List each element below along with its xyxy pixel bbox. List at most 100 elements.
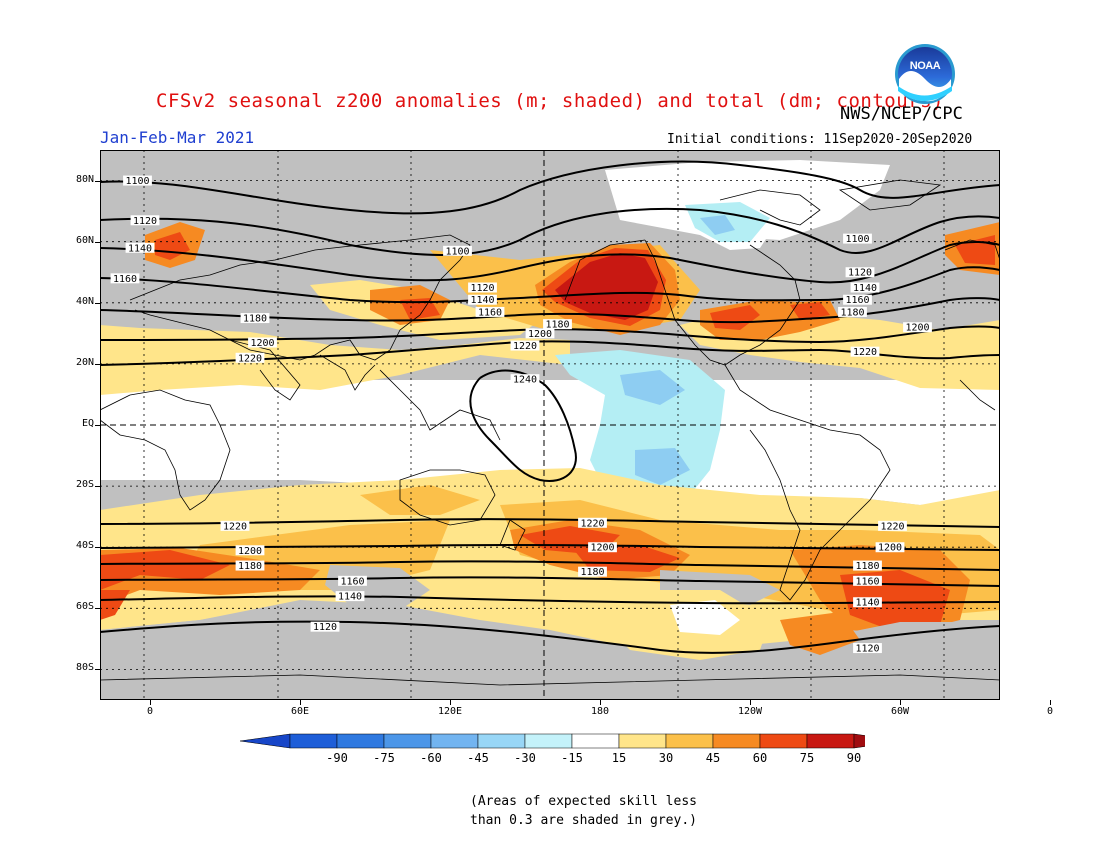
legend-swatch — [336, 733, 385, 749]
contour-label: 1160 — [855, 576, 879, 587]
legend-swatch — [383, 733, 432, 749]
legend-swatch — [665, 733, 714, 749]
legend-right-arrow — [853, 733, 865, 749]
contour-label-bg — [130, 215, 160, 226]
contour-label: 1120 — [470, 283, 494, 294]
lat-tick-mark — [95, 608, 100, 610]
contour-label: 1180 — [545, 320, 569, 331]
contour-label: 1180 — [243, 314, 267, 325]
lat-tick-mark — [95, 425, 100, 426]
lat-tick-label: 20N — [75, 356, 94, 368]
contour-label-bg — [578, 566, 607, 577]
nh-subtropical-positive-band — [100, 325, 570, 395]
legend-tick-label: 15 — [612, 751, 626, 765]
contour-label-bg — [235, 560, 265, 571]
skill-note-line1: (Areas of expected skill less — [470, 794, 697, 809]
contour-label: 1120 — [313, 622, 337, 633]
contour-label-bg — [468, 282, 497, 293]
lat-tick-mark — [95, 302, 100, 304]
contour-label: 1200 — [250, 338, 274, 349]
legend-tick-label: 45 — [706, 751, 720, 765]
contour-label: 1160 — [478, 307, 502, 318]
contour-label: 1220 — [580, 518, 604, 529]
contour-label: 1160 — [113, 274, 137, 285]
contour-label-bg — [338, 575, 367, 586]
contour-label: 1220 — [880, 521, 904, 532]
lon-tick-label: 120E — [437, 706, 463, 717]
lat-tick-label: 60S — [75, 601, 94, 613]
legend-swatch — [571, 733, 620, 749]
lon-tick-label: 60W — [890, 706, 910, 717]
contour-label: 1140 — [470, 295, 494, 306]
contour-label: 1200 — [238, 546, 262, 557]
contour-label: 1100 — [445, 246, 469, 257]
lat-tick-label: 40N — [75, 295, 94, 307]
contour-label: 1240 — [513, 375, 537, 386]
season-label: Jan-Feb-Mar 2021 — [100, 128, 255, 147]
skill-note: (Areas of expected skill less than 0.3 a… — [470, 792, 697, 830]
legend-tick-label: -45 — [467, 751, 489, 765]
contour-label: 1120 — [133, 216, 157, 227]
lat-tick-mark — [95, 180, 100, 182]
contour-label: 1200 — [905, 323, 929, 334]
lat-tick-mark — [95, 241, 100, 243]
lat-tick-mark — [95, 669, 100, 671]
lon-tick-mark — [1050, 700, 1051, 705]
contour-label-bg — [468, 294, 497, 305]
contour-label-bg — [475, 306, 505, 317]
map-title: CFSv2 seasonal z200 anomalies (m; shaded… — [156, 90, 944, 112]
contour-label-bg — [510, 340, 540, 351]
contour-label: 1140 — [855, 598, 879, 609]
north-pacific-strong-positive-anomaly — [555, 253, 658, 320]
contour-label-bg — [853, 643, 882, 654]
contour-label-bg — [853, 597, 882, 608]
contour-label-bg — [123, 175, 152, 186]
z200-total-contours — [100, 160, 1000, 654]
lon-tick-mark — [450, 700, 451, 705]
legend-tick-label: -30 — [514, 751, 536, 765]
contour-label-bg — [543, 319, 572, 330]
lon-tick-mark — [150, 700, 151, 705]
contour-label-bg — [310, 621, 340, 632]
lat-tick-mark — [95, 363, 100, 365]
contour-label: 1200 — [590, 543, 614, 554]
lat-tick-label: 80S — [75, 662, 94, 674]
lon-tick-label: 0 — [146, 706, 154, 717]
lat-tick-label: 60N — [75, 234, 94, 246]
legend-tick-label: 75 — [800, 751, 814, 765]
legend-tick-label: 30 — [659, 751, 673, 765]
noaa-logo-icon: NOAA — [895, 44, 955, 104]
legend-tick-label: -60 — [420, 751, 442, 765]
contour-label-bg — [843, 233, 872, 244]
lon-tick-mark — [600, 700, 601, 705]
contour-label: 1200 — [528, 329, 552, 340]
legend-swatch — [618, 733, 667, 749]
color-legend: -90 -75 -60 -45 -30 -15 15 30 45 60 75 90 — [239, 733, 865, 765]
map-frame — [100, 150, 1000, 700]
contour-label-bg — [510, 374, 540, 385]
contour-label-bg — [125, 242, 155, 253]
contour-label-bg — [235, 545, 265, 556]
lat-tick-label: EQ — [81, 418, 94, 429]
legend-tick-label: -90 — [326, 751, 348, 765]
legend-tick-label: -75 — [373, 751, 395, 765]
legend-swatch — [524, 733, 573, 749]
lon-tick-label: 0 — [1046, 706, 1054, 717]
lon-tick-label: 120W — [737, 706, 763, 717]
lon-tick-label: 60E — [290, 706, 310, 717]
coastlines — [100, 179, 1000, 686]
lat-tick-label: 20S — [75, 479, 94, 491]
contour-label: 1100 — [125, 176, 149, 187]
lat-tick-label: 40S — [75, 540, 94, 552]
contour-label-bg — [850, 346, 880, 357]
contour-label-bg — [443, 245, 472, 256]
contour-label: 1220 — [223, 521, 247, 532]
skill-note-line2: than 0.3 are shaded in grey.) — [470, 813, 697, 828]
initial-conditions-label: Initial conditions: 11Sep2020-20Sep2020 — [667, 132, 973, 147]
contour-label: 1220 — [853, 347, 877, 358]
contour-label-bg — [853, 575, 882, 586]
svg-text:NOAA: NOAA — [910, 60, 941, 72]
legend-swatch — [806, 733, 855, 749]
contour-label-bg — [220, 520, 250, 531]
legend-left-arrow — [239, 733, 291, 749]
